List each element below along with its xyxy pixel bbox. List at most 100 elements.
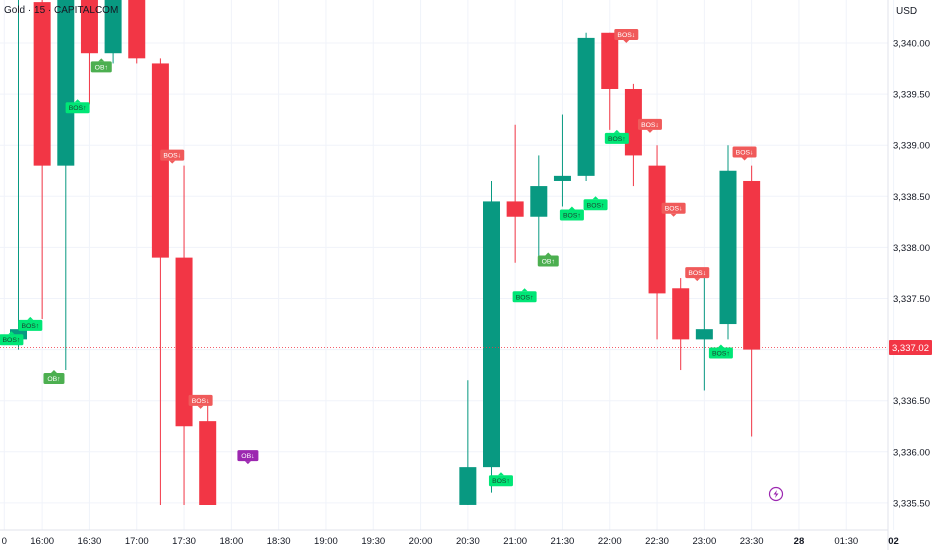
marker-label: OB↓	[241, 453, 254, 460]
x-tick-label: 22:30	[645, 536, 669, 547]
x-tick-label: 02	[888, 536, 899, 547]
x-tick-label: 17:00	[125, 536, 149, 547]
marker-pointer	[613, 129, 620, 133]
candle-body	[104, 0, 122, 54]
marker-bos-up: BOS↑	[559, 206, 584, 221]
x-tick-label: 23:30	[740, 536, 764, 547]
x-tick-label: 23:00	[692, 536, 716, 547]
marker-pointer	[592, 196, 599, 200]
marker-bos-up: BOS↑	[583, 196, 608, 211]
marker-pointer	[717, 344, 724, 348]
marker-box	[661, 202, 686, 214]
candle-body	[57, 0, 75, 166]
last-price-badge	[889, 340, 932, 356]
x-tick-label: 01:30	[834, 536, 858, 547]
x-tick-label: 19:00	[314, 536, 338, 547]
marker-box	[160, 149, 185, 161]
last-price-label: 3,337.02	[892, 343, 929, 354]
marker-bos-down: BOS↓	[188, 394, 213, 409]
marker-box	[604, 132, 629, 144]
marker-label: BOS↓	[688, 270, 706, 277]
marker-ob-up: OB↑	[90, 58, 112, 73]
x-tick-label: 16:30	[78, 536, 102, 547]
candle-body	[719, 170, 737, 325]
candle-body	[506, 201, 524, 217]
marker-box	[512, 291, 537, 303]
x-tick-label: 16:00	[30, 536, 54, 547]
candle-body	[128, 0, 146, 59]
marker-box	[614, 29, 639, 40]
candle-body	[459, 467, 477, 505]
marker-ob-up: OB↑	[43, 370, 65, 385]
marker-bos-up: BOS↑	[65, 99, 90, 114]
candle-body	[80, 0, 98, 54]
marker-label: BOS↑	[69, 105, 87, 112]
marker-label: OB↑	[47, 376, 60, 383]
marker-pointer	[741, 157, 748, 161]
x-tick-label: 18:00	[219, 536, 243, 547]
candle-body	[695, 329, 713, 340]
marker-ob-down: OB↓	[237, 450, 259, 465]
marker-bos-up: BOS↑	[18, 316, 43, 331]
marker-label: BOS↓	[665, 206, 683, 213]
marker-pointer	[244, 461, 251, 465]
x-tick-label: 19:30	[361, 536, 385, 547]
x-tick-label: 21:30	[551, 536, 575, 547]
chart-title: Gold · 15 · CAPITALCOM	[4, 5, 119, 16]
marker-pointer	[521, 288, 528, 292]
marker-bos-up: BOS↑	[488, 472, 513, 487]
currency-label: USD	[896, 6, 918, 17]
x-tick-label: 20:30	[456, 536, 480, 547]
candle-body	[151, 63, 169, 258]
candle-body	[672, 288, 690, 340]
y-tick-label: 3,337.50	[893, 294, 930, 305]
candles-group	[10, 0, 761, 505]
marker-label: BOS↑	[608, 136, 626, 143]
marker-label: BOS↓	[192, 398, 210, 405]
candle-body	[483, 201, 500, 468]
candle-body	[33, 2, 51, 166]
marker-label: BOS↓	[736, 150, 754, 157]
marker-label: BOS↑	[21, 323, 39, 330]
candle-body	[624, 88, 642, 156]
marker-label: BOS↑	[492, 478, 510, 485]
marker-bos-down: BOS↓	[661, 202, 686, 217]
marker-label: OB↑	[95, 64, 108, 71]
marker-pointer	[694, 278, 701, 282]
marker-box	[43, 373, 65, 385]
candle-body	[553, 175, 571, 181]
marker-pointer	[169, 160, 176, 164]
marker-pointer	[197, 405, 204, 409]
marker-box	[237, 450, 259, 462]
x-tick-label: 21:00	[503, 536, 527, 547]
marker-label: BOS↓	[617, 32, 635, 39]
marker-pointer	[50, 370, 57, 374]
x-tick-label: 0	[2, 536, 7, 547]
marker-bos-down: BOS↓	[732, 146, 757, 161]
marker-pointer	[27, 316, 34, 320]
candle-body	[743, 180, 761, 350]
x-tick-label: 18:30	[267, 536, 291, 547]
y-tick-label: 3,335.50	[893, 498, 930, 509]
candle-body	[199, 421, 217, 505]
marker-box	[685, 267, 710, 279]
x-tick-label: 28	[794, 536, 805, 547]
marker-box	[559, 209, 584, 221]
marker-pointer	[670, 213, 677, 217]
marker-box	[583, 199, 608, 211]
marker-pointer	[545, 252, 552, 256]
candle-layer	[0, 0, 888, 505]
marker-label: BOS↑	[587, 202, 605, 209]
marker-box	[65, 102, 90, 114]
marker-pointer	[8, 331, 15, 335]
y-tick-label: 3,336.00	[893, 447, 930, 458]
marker-ob-up: OB↑	[537, 252, 559, 267]
candle-body	[601, 32, 619, 89]
marker-box	[537, 255, 559, 267]
marker-pointer	[98, 58, 105, 62]
marker-box	[188, 394, 213, 406]
marker-bos-down: BOS↓	[614, 29, 639, 43]
y-tick-label: 3,336.50	[893, 396, 930, 407]
